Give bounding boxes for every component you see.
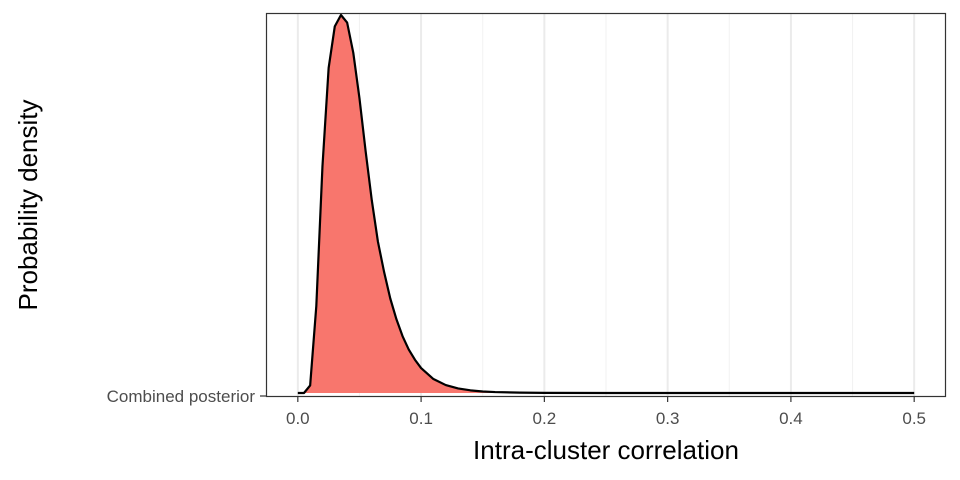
grid-lines (296, 14, 916, 396)
x-axis: 0.0 0.1 0.2 0.3 0.4 0.5 (286, 396, 926, 428)
x-axis-title: Intra-cluster correlation (473, 435, 739, 465)
density-area (297, 15, 915, 393)
x-tick-label: 0.1 (409, 409, 433, 428)
x-tick-label: 0.3 (656, 409, 680, 428)
plot-panel-border (265, 12, 947, 398)
y-tick-label: Combined posterior (107, 387, 256, 406)
density-areas (297, 13, 915, 395)
y-axis-title: Probability density (13, 100, 43, 311)
density-line (297, 13, 915, 395)
x-tick-label: 0.4 (779, 409, 803, 428)
y-axis: Combined posterior (107, 387, 266, 406)
x-tick-label: 0.5 (902, 409, 926, 428)
x-tick-label: 0.0 (286, 409, 310, 428)
x-tick-label: 0.2 (533, 409, 557, 428)
